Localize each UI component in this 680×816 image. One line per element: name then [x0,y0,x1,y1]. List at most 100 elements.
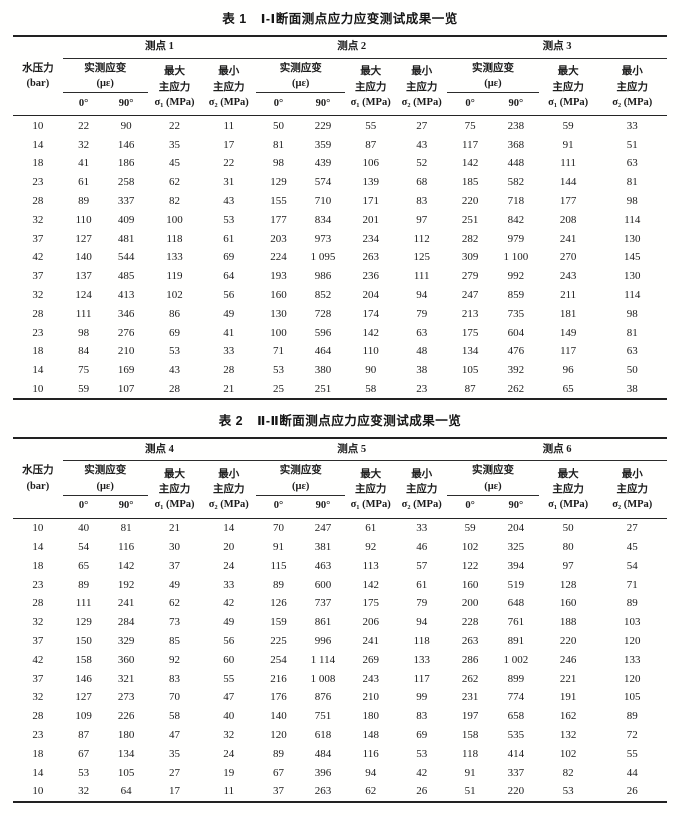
data-cell: 737 [314,597,332,610]
data-cell: 98 [272,157,284,170]
point-group-header: 测点 5 [256,438,448,462]
min-stress-column-header: 最小 主应力 σ₂ (MPa) [201,58,257,117]
data-cell: 23 [32,578,44,591]
data-cell: 92 [365,541,377,554]
data-cell: 439 [314,157,332,170]
data-cell: 18 [32,345,44,358]
data-cell: 735 [507,307,525,320]
data-cell: 14 [223,522,235,535]
data-row: 10 40 81 21 14 70 247 61 33 59 204 50 27 [13,518,667,537]
data-cell: 263 [314,785,332,798]
data-cell: 37 [32,232,44,245]
data-cell: 129 [75,616,92,629]
strain-column-header: 实测应变 (με) [256,460,346,496]
data-row: 32 110 409 100 53 177 834 201 97 251 842 208 114 [13,210,667,229]
header-row-angles: 0° 90° 0° 90° 0° 90° [13,495,667,519]
data-cell: 224 [270,251,287,264]
data-cell: 220 [461,195,479,208]
data-cell: 158 [461,728,479,741]
header-row-points: 水压力 (bar) 测点 1 测点 2 测点 3 [13,36,667,117]
data-cell: 648 [507,597,525,610]
data-cell: 859 [507,289,525,301]
data-cell: 37 [32,270,44,283]
data-cell: 225 [270,635,287,647]
data-cell: 48 [416,345,428,358]
data-row: 14 75 169 43 28 53 380 90 38 105 392 96 50 [13,361,667,380]
table-1-caption: Ⅰ-Ⅰ断面测点应力应变测试成果一览 [260,12,458,26]
data-cell: 124 [75,289,92,301]
data-cell: 213 [461,307,479,320]
stress-strain-table-2: 水压力 (bar) 测点 4 测点 5 测点 6 实测应变 (με) 最大 主应力 σ₁ (MPa… [13,437,667,803]
data-cell: 114 [624,213,641,226]
data-cell: 89 [78,578,90,591]
data-cell: 19 [223,766,235,779]
data-cell: 134 [117,747,135,760]
data-cell: 226 [117,710,135,723]
data-cell: 46 [416,541,428,554]
data-cell: 98 [78,326,90,339]
data-cell: 89 [626,597,638,610]
point-group-header: 测点 2 [256,36,448,59]
data-cell: 392 [507,364,525,377]
data-row: 10 59 107 28 21 25 251 58 23 87 262 65 38 [13,380,667,400]
data-cell: 160 [270,289,287,301]
data-cell: 220 [507,785,525,798]
data-cell: 286 [461,653,479,666]
max-stress-column-header: 最大 主应力 σ₁ (MPa) [147,460,202,519]
data-cell: 42 [416,766,428,779]
data-cell: 176 [270,691,287,704]
data-cell: 53 [223,213,235,226]
data-cell: 600 [314,578,332,591]
data-cell: 236 [362,270,379,283]
data-cell: 177 [559,195,577,208]
data-cell: 169 [117,364,135,377]
data-cell: 110 [362,345,379,358]
data-cell: 17 [169,785,181,798]
data-cell: 32 [32,289,44,301]
data-cell: 11 [223,119,235,132]
data-cell: 28 [32,307,44,320]
data-cell: 24 [223,559,235,572]
data-cell: 220 [559,635,577,647]
data-cell: 41 [223,326,235,339]
data-cell: 40 [78,522,90,535]
data-cell: 37 [169,559,181,572]
data-cell: 44 [626,766,638,779]
data-cell: 21 [223,382,235,395]
data-cell: 476 [507,345,525,358]
data-cell: 413 [117,289,135,301]
data-cell: 91 [562,138,574,151]
data-cell: 59 [464,522,476,535]
data-cell: 206 [362,616,379,629]
data-cell: 203 [270,232,287,245]
data-cell: 130 [624,232,641,245]
data-cell: 380 [314,364,332,377]
data-cell: 139 [362,176,379,189]
data-cell: 160 [559,597,577,610]
data-cell: 132 [559,728,577,741]
data-cell: 130 [624,270,641,283]
data-row: 42 158 360 92 60 254 1 114 269 133 286 1 002 246 133 [13,650,667,669]
table-1-section: 表 1 Ⅰ-Ⅰ断面测点应力应变测试成果一览 水压力 (bar) 测点 1 测点 2 测点 … [13,8,667,401]
data-cell: 1 100 [503,251,529,264]
data-row: 18 65 142 37 24 115 463 113 57 122 394 97 54 [13,556,667,575]
data-cell: 89 [272,578,284,591]
data-cell: 269 [362,653,379,666]
data-cell: 105 [461,364,479,377]
angle-column-header: 90° [104,495,148,519]
angle-column-header: 0° [62,495,105,519]
data-cell: 448 [507,157,525,170]
data-cell: 210 [362,691,379,704]
data-cell: 89 [78,195,90,208]
data-cell: 129 [270,176,287,189]
data-cell: 52 [416,157,428,170]
data-cell: 114 [624,289,641,301]
data-cell: 111 [413,270,430,283]
data-cell: 61 [223,232,235,245]
data-cell: 84 [78,345,90,358]
data-cell: 204 [507,522,525,535]
data-cell: 87 [78,728,90,741]
data-cell: 192 [117,578,135,591]
data-cell: 81 [626,326,638,339]
data-cell: 142 [362,578,379,591]
